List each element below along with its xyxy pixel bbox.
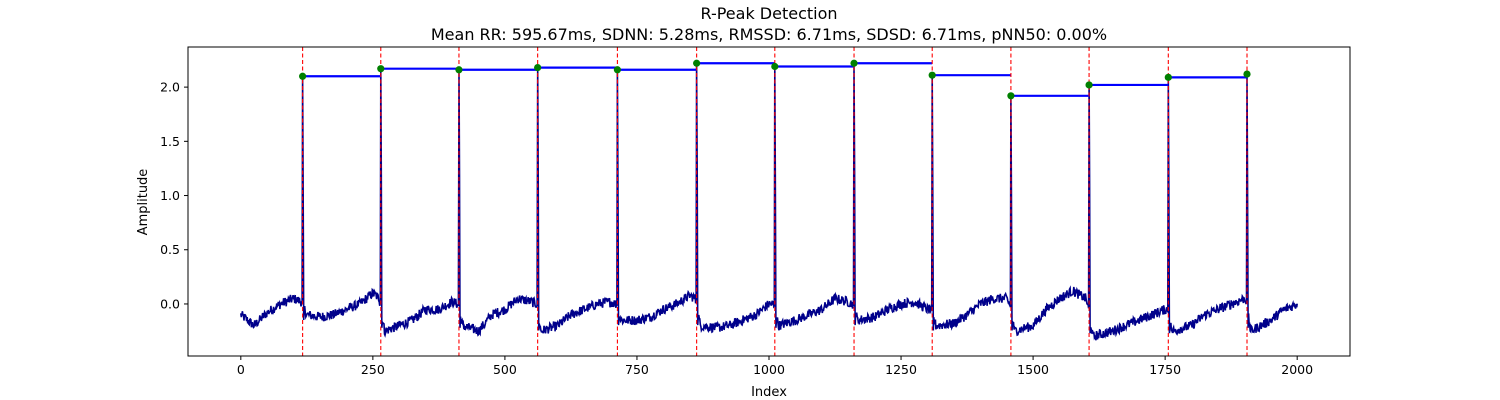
y-tick-label: 1.5 [160, 134, 180, 149]
r-peak-point [693, 59, 701, 67]
r-peak-point [850, 59, 858, 67]
x-tick-label: 0 [237, 362, 245, 377]
ecg-signal-line [240, 63, 1298, 341]
r-peak-point [377, 65, 385, 73]
r-peak-point [1164, 73, 1172, 81]
y-tick-label: 2.0 [160, 80, 180, 95]
y-tick-label: 1.0 [160, 188, 180, 203]
x-tick-label: 2000 [1281, 362, 1313, 377]
x-axis-label: Index [751, 385, 787, 400]
chart-title: R-Peak Detection [700, 4, 837, 23]
x-tick-label: 1000 [753, 362, 785, 377]
x-tick-label: 1500 [1017, 362, 1049, 377]
r-peak-point [455, 66, 463, 74]
y-tick-label: 0.0 [160, 296, 180, 311]
y-axis: 0.0 0.5 1.0 1.5 2.0 [160, 80, 188, 311]
plot-area [240, 47, 1298, 356]
r-peak-point [613, 66, 622, 74]
r-peak-point [1007, 92, 1015, 100]
r-peak-point [928, 71, 936, 79]
x-tick-label: 500 [493, 362, 517, 377]
r-peak-point [771, 62, 779, 71]
chart-subtitle: Mean RR: 595.67ms, SDNN: 5.28ms, RMSSD: … [431, 25, 1107, 44]
plot-frame [187, 46, 1351, 357]
r-peak-point [299, 72, 307, 80]
r-peak-point [534, 64, 542, 72]
r-peak-point [1085, 81, 1093, 89]
x-tick-label: 750 [625, 362, 649, 377]
x-axis: 0 250 500 750 1000 1250 1500 1750 2000 [237, 356, 1313, 377]
x-tick-label: 1250 [885, 362, 917, 377]
y-tick-label: 0.5 [160, 242, 180, 257]
y-axis-label: Amplitude [136, 169, 151, 236]
x-tick-label: 1750 [1149, 362, 1181, 377]
x-tick-label: 250 [361, 362, 385, 377]
r-peak-point [1243, 70, 1251, 78]
